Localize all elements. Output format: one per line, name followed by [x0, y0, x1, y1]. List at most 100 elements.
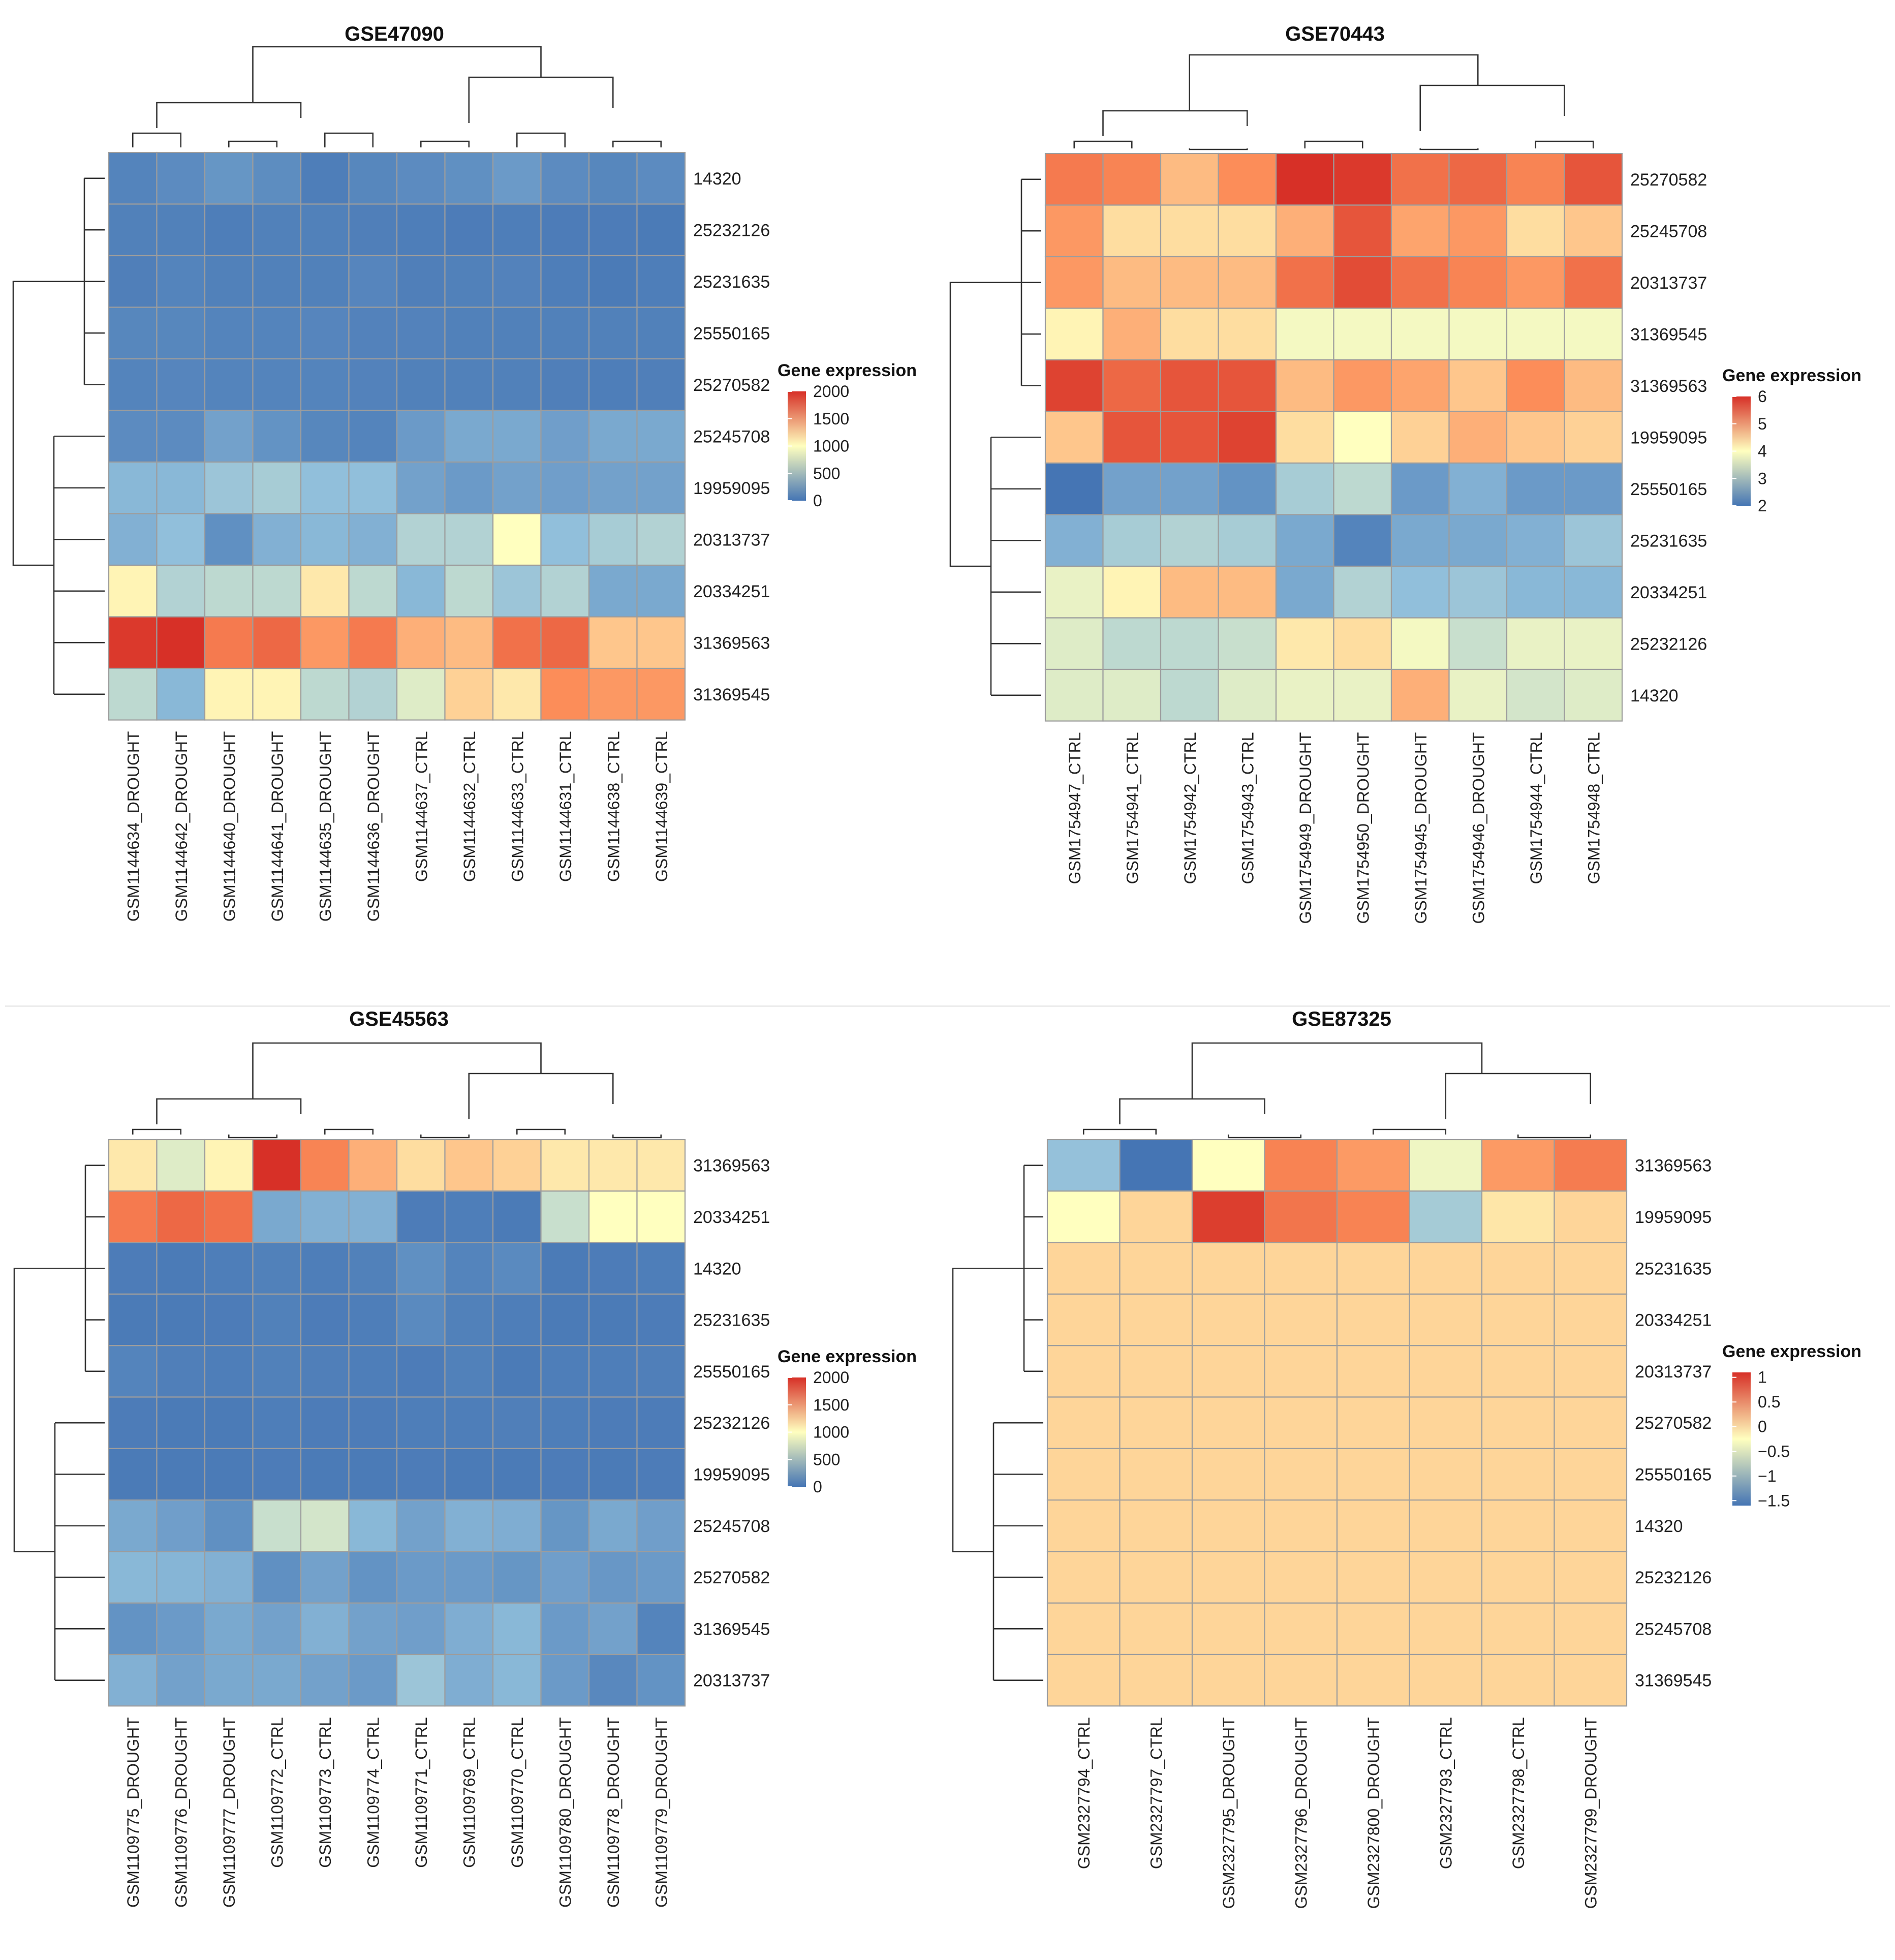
heatmap-cell: [540, 1396, 590, 1449]
heatmap-cell: [108, 667, 158, 721]
heatmap-cell: [1390, 565, 1450, 619]
heatmap-cell: [636, 1345, 686, 1398]
heatmap-cell: [444, 1653, 494, 1707]
heatmap-cell: [1044, 411, 1104, 464]
column-label: GSM1754942_CTRL: [1181, 732, 1199, 884]
heatmap-cell: [1506, 462, 1565, 515]
chart-title: GSE47090: [345, 23, 444, 45]
heatmap-cell: [156, 1448, 206, 1501]
heatmap-cell: [588, 1293, 638, 1346]
heatmap-cell: [588, 255, 638, 308]
heatmap-cell: [1119, 1293, 1193, 1346]
column-label: GSM1109773_CTRL: [316, 1717, 334, 1867]
heatmap-cell: [252, 1345, 302, 1398]
legend-tick-label: 3: [1758, 469, 1767, 487]
heatmap-cell: [300, 1448, 350, 1501]
heatmap-cell: [204, 564, 254, 618]
row-label: 25231635: [1630, 531, 1707, 550]
heatmap-cell: [1218, 256, 1277, 309]
heatmap-cell: [108, 1190, 158, 1243]
row-label: 31369545: [1630, 325, 1707, 344]
heatmap-cell: [1264, 1602, 1338, 1656]
dendrogram-branch: [1073, 54, 1594, 150]
heatmap-cell: [1390, 204, 1450, 258]
heatmap-cell: [1046, 1448, 1121, 1501]
heatmap-cell: [300, 461, 350, 514]
heatmap-cell: [156, 513, 206, 566]
heatmap-cell: [444, 255, 494, 308]
heatmap-cell: [1160, 308, 1219, 361]
heatmap-cell: [636, 616, 686, 669]
heatmap-cell: [444, 1345, 494, 1398]
column-label: GSM1754947_CTRL: [1066, 732, 1084, 884]
heatmap-panel-GSE47090: GSE47090 14320 25232126 25231635 25550165 252…: [12, 23, 917, 922]
heatmap-cell: [348, 203, 398, 257]
heatmap-cell: [300, 255, 350, 308]
dendrogram-branch: [949, 178, 1041, 696]
heatmap-cell: [204, 1139, 254, 1192]
heatmap-cell: [492, 1602, 542, 1656]
heatmap-cell: [540, 1242, 590, 1295]
heatmap-cell: [348, 1190, 398, 1243]
heatmap-cell: [1191, 1602, 1265, 1656]
heatmap-cell: [1448, 462, 1508, 515]
heatmap-cell: [1218, 411, 1277, 464]
heatmap-cell: [636, 1448, 686, 1501]
heatmap-cell: [444, 1396, 494, 1449]
heatmap-cell: [300, 1345, 350, 1398]
heatmap-cell: [1275, 204, 1334, 258]
heatmap-cell: [1554, 1653, 1628, 1707]
heatmap-cell: [108, 1499, 158, 1552]
heatmap-cell: [540, 1653, 590, 1707]
heatmap-cell: [204, 255, 254, 308]
heatmap-cell: [540, 1448, 590, 1501]
row-label: 14320: [693, 1259, 741, 1278]
heatmap-cell: [1564, 204, 1623, 258]
column-label: GSM1109769_CTRL: [460, 1717, 479, 1867]
heatmap-cell: [1160, 411, 1219, 464]
heatmap-cell: [348, 1499, 398, 1552]
heatmap-cell: [1481, 1602, 1555, 1656]
heatmap-cell: [1554, 1448, 1628, 1501]
legend-tick-label: 1500: [813, 410, 849, 428]
heatmap-cell: [1046, 1139, 1121, 1192]
heatmap-cell: [1046, 1602, 1121, 1656]
row-label: 25232126: [1630, 634, 1707, 654]
heatmap-cell: [300, 1242, 350, 1295]
column-label: GSM1109771_CTRL: [412, 1717, 430, 1867]
heatmap-cell: [444, 513, 494, 566]
heatmap-cell: [1336, 1139, 1410, 1192]
heatmap-cell: [396, 1396, 446, 1449]
heatmap-cell: [1102, 152, 1162, 206]
heatmap-panel-GSE70443: GSE70443 25270582 25245708 20313737 31369545…: [949, 23, 1861, 924]
heatmap-cell: [252, 461, 302, 514]
legend-tick-label: 500: [813, 1450, 840, 1468]
heatmap-cell: [156, 1293, 206, 1346]
heatmap-cell: [444, 461, 494, 514]
heatmap-cell: [1409, 1396, 1483, 1449]
heatmap-cell: [540, 461, 590, 514]
heatmap-cell: [1481, 1653, 1555, 1707]
heatmap-cell: [492, 1448, 542, 1501]
column-label: GSM1144636_DROUGHT: [364, 731, 383, 922]
heatmap-cell: [588, 513, 638, 566]
heatmap-cell: [1264, 1653, 1338, 1707]
legend-title: Gene expression: [1722, 366, 1861, 385]
heatmap-cell: [396, 307, 446, 360]
heatmap-cell: [540, 1293, 590, 1346]
heatmap-cell: [492, 358, 542, 411]
heatmap-cell: [636, 203, 686, 257]
heatmap-cell: [300, 307, 350, 360]
heatmap-cell: [108, 151, 158, 205]
heatmap-cell: [252, 255, 302, 308]
heatmap-cell: [1046, 1345, 1121, 1398]
heatmap-cell: [1409, 1499, 1483, 1552]
heatmap-cell: [1506, 359, 1565, 412]
heatmap-cell: [300, 1499, 350, 1552]
heatmap-cell: [1191, 1139, 1265, 1192]
row-label: 25270582: [693, 376, 770, 395]
column-label: GSM1144638_CTRL: [604, 731, 623, 882]
heatmap-cell: [348, 564, 398, 618]
heatmap-cell: [204, 203, 254, 257]
heatmap-cell: [444, 358, 494, 411]
